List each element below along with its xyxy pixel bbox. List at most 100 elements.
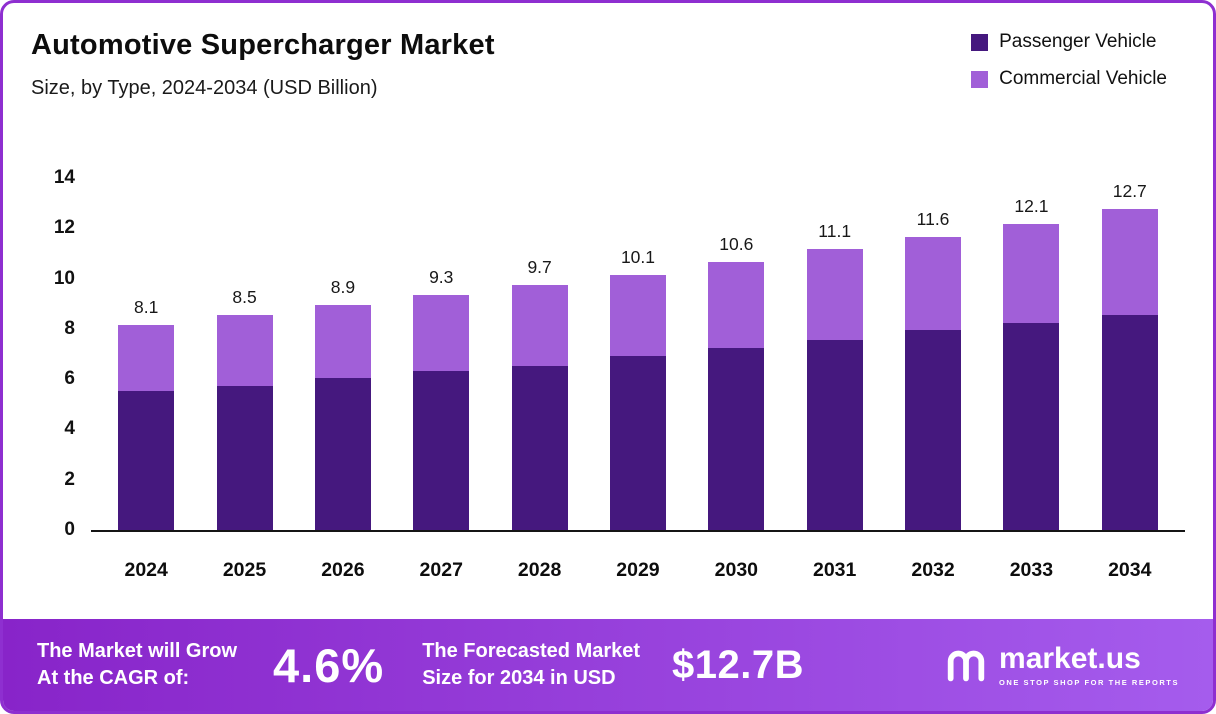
bar-total-label: 10.1 (620, 246, 655, 267)
brand-tagline: ONE STOP SHOP FOR THE REPORTS (999, 677, 1179, 687)
passenger-vehicle-segment (118, 390, 175, 530)
passenger-vehicle-segment (905, 330, 962, 530)
cagr-label-line1: The Market will Grow (37, 640, 238, 662)
y-axis-tick-label: 0 (64, 518, 75, 540)
stacked-bar (1003, 224, 1060, 530)
bar-group: 11.6 (903, 176, 963, 530)
bar-group: 9.7 (510, 176, 570, 530)
cagr-label-line2: At the CAGR of: (37, 667, 190, 689)
y-axis-tick-label: 8 (64, 317, 75, 339)
forecast-value: $12.7B (672, 642, 805, 687)
bar-total-label: 11.6 (916, 208, 950, 229)
y-axis-spacer (33, 541, 91, 582)
cagr-value: 4.6% (273, 638, 385, 692)
commercial-vehicle-segment (905, 236, 962, 331)
commercial-vehicle-segment (118, 325, 175, 391)
brand-logo: market.us ONE STOP SHOP FOR THE REPORTS (943, 642, 1179, 688)
bar-total-label: 9.7 (527, 256, 552, 277)
x-axis: 2024 2025 2026 2027 2028 2029 2030 2031 2032 2033… (33, 541, 1185, 582)
x-axis-label: 2027 (419, 559, 463, 581)
bar-total-label: 10.6 (719, 233, 754, 254)
commercial-vehicle-segment (511, 284, 568, 366)
passenger-vehicle-segment (806, 340, 863, 530)
brand-name: market.us (999, 641, 1141, 675)
x-axis-label: 2029 (616, 559, 660, 581)
stacked-bar (118, 325, 175, 530)
bar-total-label: 8.9 (330, 276, 356, 297)
passenger-vehicle-segment (1003, 322, 1060, 530)
y-axis-tick-label: 2 (64, 468, 75, 490)
x-axis-label: 2033 (1009, 559, 1054, 581)
bar-total-label: 12.1 (1014, 196, 1049, 217)
passenger-vehicle-swatch-icon (971, 33, 989, 51)
x-axis-label: 2024 (124, 559, 168, 581)
footer-banner: The Market will Grow At the CAGR of: 4.6… (3, 619, 1213, 711)
bar-group: 8.5 (215, 176, 275, 530)
forecast-label: The Forecasted Market Size for 2034 in U… (422, 638, 640, 692)
y-axis-tick-label: 14 (53, 167, 75, 188)
x-axis-label: 2030 (714, 559, 759, 581)
commercial-vehicle-segment (1101, 208, 1158, 316)
bar-group: 10.6 (706, 176, 766, 530)
page-subtitle: Size, by Type, 2024-2034 (USD Billion) (31, 77, 378, 99)
passenger-vehicle-segment (511, 365, 568, 530)
commercial-vehicle-segment (216, 315, 273, 386)
stacked-bar (905, 236, 962, 530)
bar-group: 8.9 (313, 176, 373, 530)
x-axis-label: 2026 (321, 559, 365, 581)
stacked-bar (1101, 208, 1158, 530)
commercial-vehicle-swatch-icon (971, 70, 989, 88)
forecast-label-line1: The Forecasted Market (422, 640, 641, 662)
y-axis-tick-label: 10 (53, 267, 75, 289)
stacked-bar (413, 294, 470, 530)
stacked-bar (314, 304, 371, 530)
passenger-vehicle-segment (708, 347, 765, 530)
x-axis-label: 2031 (812, 559, 857, 581)
legend-label: Passenger Vehicle (999, 31, 1157, 52)
page-title: Automotive Supercharger Market (31, 29, 495, 61)
y-axis-tick-label: 4 (64, 418, 75, 440)
bar-group: 9.3 (411, 176, 471, 530)
bar-total-label: 8.1 (134, 297, 159, 318)
legend-item-passenger-vehicle: Passenger Vehicle (971, 31, 1167, 53)
commercial-vehicle-segment (1003, 224, 1060, 323)
bar-group: 10.1 (608, 176, 668, 530)
bar-total-label: 11.1 (818, 221, 852, 242)
commercial-vehicle-segment (708, 261, 765, 348)
commercial-vehicle-segment (609, 274, 666, 356)
legend: Passenger Vehicle Commercial Vehicle (971, 31, 1167, 90)
commercial-vehicle-segment (314, 304, 371, 379)
commercial-vehicle-segment (806, 249, 863, 341)
stacked-bar-chart: 14 12 10 8 6 4 2 0 8.1 8.5 8.9 9.3 9.7 10.1 10.6 11.1 1… (33, 167, 1185, 582)
legend-item-commercial-vehicle: Commercial Vehicle (971, 68, 1167, 90)
x-axis-label: 2028 (517, 559, 562, 581)
bar-group: 8.1 (116, 176, 176, 530)
x-axis-label: 2034 (1108, 559, 1152, 581)
bar-group: 12.1 (1001, 176, 1061, 530)
legend-label: Commercial Vehicle (999, 68, 1167, 89)
y-axis-tick-label: 6 (64, 368, 75, 390)
stacked-bar (609, 274, 666, 530)
x-axis-label: 2032 (911, 559, 955, 581)
passenger-vehicle-segment (314, 378, 371, 530)
bar-group: 11.1 (805, 176, 865, 530)
stacked-bar (708, 261, 765, 530)
commercial-vehicle-segment (413, 294, 470, 371)
bar-total-label: 12.7 (1112, 180, 1147, 201)
bar-group: 12.7 (1100, 176, 1160, 530)
plot-area: 8.1 8.5 8.9 9.3 9.7 10.1 10.6 11.1 11.6 12.1 12.7 (91, 176, 1185, 532)
bar-total-label: 8.5 (232, 287, 257, 308)
stacked-bar (216, 315, 273, 530)
passenger-vehicle-segment (413, 370, 470, 530)
stacked-bar (511, 284, 568, 530)
market-us-logo-icon (947, 650, 985, 682)
chart-grid: 14 12 10 8 6 4 2 0 8.1 8.5 8.9 9.3 9.7 10.1 10.6 11.1 1… (33, 167, 1185, 541)
stacked-bar (806, 249, 863, 530)
cagr-label: The Market will Grow At the CAGR of: (37, 638, 237, 692)
header: Automotive Supercharger Market Size, by … (3, 3, 1213, 100)
x-axis-labels: 2024 2025 2026 2027 2028 2029 2030 2031 2032 2033… (91, 559, 1185, 582)
brand-text: market.us ONE STOP SHOP FOR THE REPORTS (999, 641, 1179, 687)
x-axis-label: 2025 (222, 559, 267, 581)
y-axis-tick-label: 12 (53, 217, 75, 239)
